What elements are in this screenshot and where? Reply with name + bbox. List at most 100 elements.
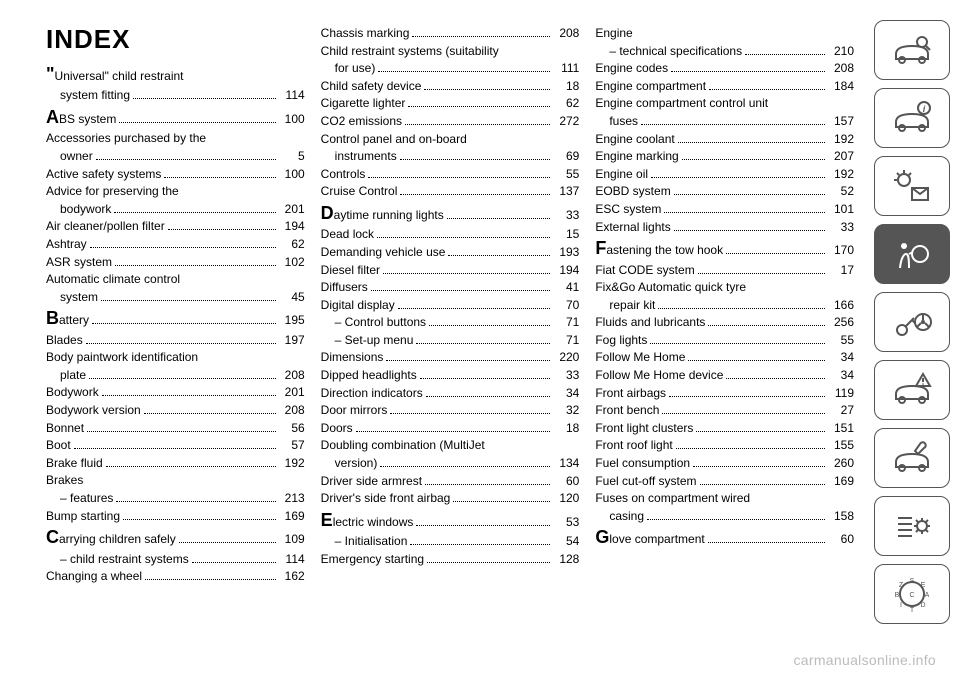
index-entry: EOBD system52 — [595, 184, 854, 200]
index-entry: Boot57 — [46, 438, 305, 454]
index-entry: repair kit166 — [595, 298, 854, 314]
index-entry: version)134 — [321, 456, 580, 472]
svg-text:i: i — [923, 104, 926, 114]
index-col-2: Chassis marking208 Child restraint system… — [313, 24, 588, 678]
index-entry: Door mirrors32 — [321, 403, 580, 419]
key-wheel-icon — [874, 292, 950, 352]
airbag-icon — [874, 224, 950, 284]
index-entry: Ashtray62 — [46, 237, 305, 253]
index-entry: Chassis marking208 — [321, 26, 580, 42]
index-col-1: INDEX "Universal" child restraintsystem … — [38, 24, 313, 678]
index-entry: Digital display70 — [321, 298, 580, 314]
index-entry: Fix&Go Automatic quick tyre — [595, 280, 854, 296]
index-entry: Engine — [595, 26, 854, 42]
index-entry: Fiat CODE system17 — [595, 263, 854, 279]
index-entry: Engine marking207 — [595, 149, 854, 165]
index-entry: Glove compartment60 — [595, 526, 854, 549]
index-entry: ABS system100 — [46, 106, 305, 129]
index-entry: Doubling combination (MultiJet — [321, 438, 580, 454]
footer-watermark: carmanualsonline.info — [794, 652, 937, 668]
index-entry: Direction indicators34 — [321, 386, 580, 402]
car-wrench-icon — [874, 428, 950, 488]
index-entry: Diffusers41 — [321, 280, 580, 296]
index-entry: Active safety systems100 — [46, 167, 305, 183]
svg-text:A: A — [925, 592, 930, 599]
index-col-3: Engine– technical specifications210Engin… — [587, 24, 862, 678]
index-entry: Driver side armrest60 — [321, 474, 580, 490]
index-entry: – technical specifications210 — [595, 44, 854, 60]
index-entry: Front bench27 — [595, 403, 854, 419]
index-title: INDEX — [46, 24, 305, 55]
index-entry: instruments69 — [321, 149, 580, 165]
car-search-icon — [874, 20, 950, 80]
index-entry: Controls55 — [321, 167, 580, 183]
index-entry: plate208 — [46, 368, 305, 384]
index-entry: Child restraint systems (suitability — [321, 44, 580, 60]
index-entry: Engine compartment control unit — [595, 96, 854, 112]
index-entry: Accessories purchased by the — [46, 131, 305, 147]
index-entry: Brakes — [46, 473, 305, 489]
index-entry: fuses157 — [595, 114, 854, 130]
svg-text:B: B — [895, 592, 900, 599]
index-entry: casing158 — [595, 509, 854, 525]
index-entry: Engine coolant192 — [595, 132, 854, 148]
sidebar: i S T B A Z E I DC — [874, 0, 960, 678]
index-entry: Dimensions220 — [321, 350, 580, 366]
svg-text:D: D — [920, 602, 925, 609]
index-entry: Bonnet56 — [46, 421, 305, 437]
index-entry: Fuel consumption260 — [595, 456, 854, 472]
index-entry: Front airbags119 — [595, 386, 854, 402]
car-warning-icon — [874, 360, 950, 420]
index-entry: Blades197 — [46, 333, 305, 349]
index-entry: system45 — [46, 290, 305, 306]
index-entry: – Set-up menu71 — [321, 333, 580, 349]
svg-text:Z: Z — [899, 582, 904, 589]
index-entry: Engine codes208 — [595, 61, 854, 77]
index-entry: Child safety device18 — [321, 79, 580, 95]
index-entry: ESC system101 — [595, 202, 854, 218]
dash-light-icon — [874, 156, 950, 216]
index-entry: system fitting114 — [46, 88, 305, 104]
index-entry: Bodywork201 — [46, 385, 305, 401]
index-entry: Diesel filter194 — [321, 263, 580, 279]
index-entry: Fluids and lubricants256 — [595, 315, 854, 331]
index-entry: – Initialisation54 — [321, 534, 580, 550]
list-gear-icon — [874, 496, 950, 556]
index-entry: Automatic climate control — [46, 272, 305, 288]
svg-text:S: S — [910, 578, 915, 585]
index-entry: Dead lock15 — [321, 227, 580, 243]
index-entry: Advice for preserving the — [46, 184, 305, 200]
index-entry: Front roof light155 — [595, 438, 854, 454]
index-entry: – Control buttons71 — [321, 315, 580, 331]
index-entry: bodywork201 — [46, 202, 305, 218]
index-entry: Doors18 — [321, 421, 580, 437]
index-entry: Battery195 — [46, 307, 305, 330]
index-entry: Follow Me Home device34 — [595, 368, 854, 384]
svg-text:I: I — [900, 602, 902, 609]
index-entry: Electric windows53 — [321, 509, 580, 532]
compass-icon: S T B A Z E I DC — [874, 564, 950, 624]
car-info-icon: i — [874, 88, 950, 148]
index-entry: – features213 — [46, 491, 305, 507]
index-entry: Brake fluid192 — [46, 456, 305, 472]
col-entries: Engine– technical specifications210Engin… — [595, 26, 854, 550]
index-entry: Engine oil192 — [595, 167, 854, 183]
svg-text:E: E — [921, 582, 926, 589]
index-entry: – child restraint systems114 — [46, 552, 305, 568]
index-entry: Driver's side front airbag120 — [321, 491, 580, 507]
index-entry: Cigarette lighter62 — [321, 96, 580, 112]
index-entry: Bump starting169 — [46, 509, 305, 525]
index-entry: CO2 emissions272 — [321, 114, 580, 130]
index-entry: Fuses on compartment wired — [595, 491, 854, 507]
svg-text:C: C — [909, 592, 914, 599]
index-entry: Demanding vehicle use193 — [321, 245, 580, 261]
index-entry: Dipped headlights33 — [321, 368, 580, 384]
index-entry: owner5 — [46, 149, 305, 165]
col-entries: Chassis marking208 Child restraint system… — [321, 26, 580, 567]
index-entry: Emergency starting128 — [321, 552, 580, 568]
index-entry: External lights33 — [595, 220, 854, 236]
index-entry: Engine compartment184 — [595, 79, 854, 95]
index-entry: Cruise Control137 — [321, 184, 580, 200]
svg-text:T: T — [910, 607, 915, 614]
index-entry: Follow Me Home34 — [595, 350, 854, 366]
